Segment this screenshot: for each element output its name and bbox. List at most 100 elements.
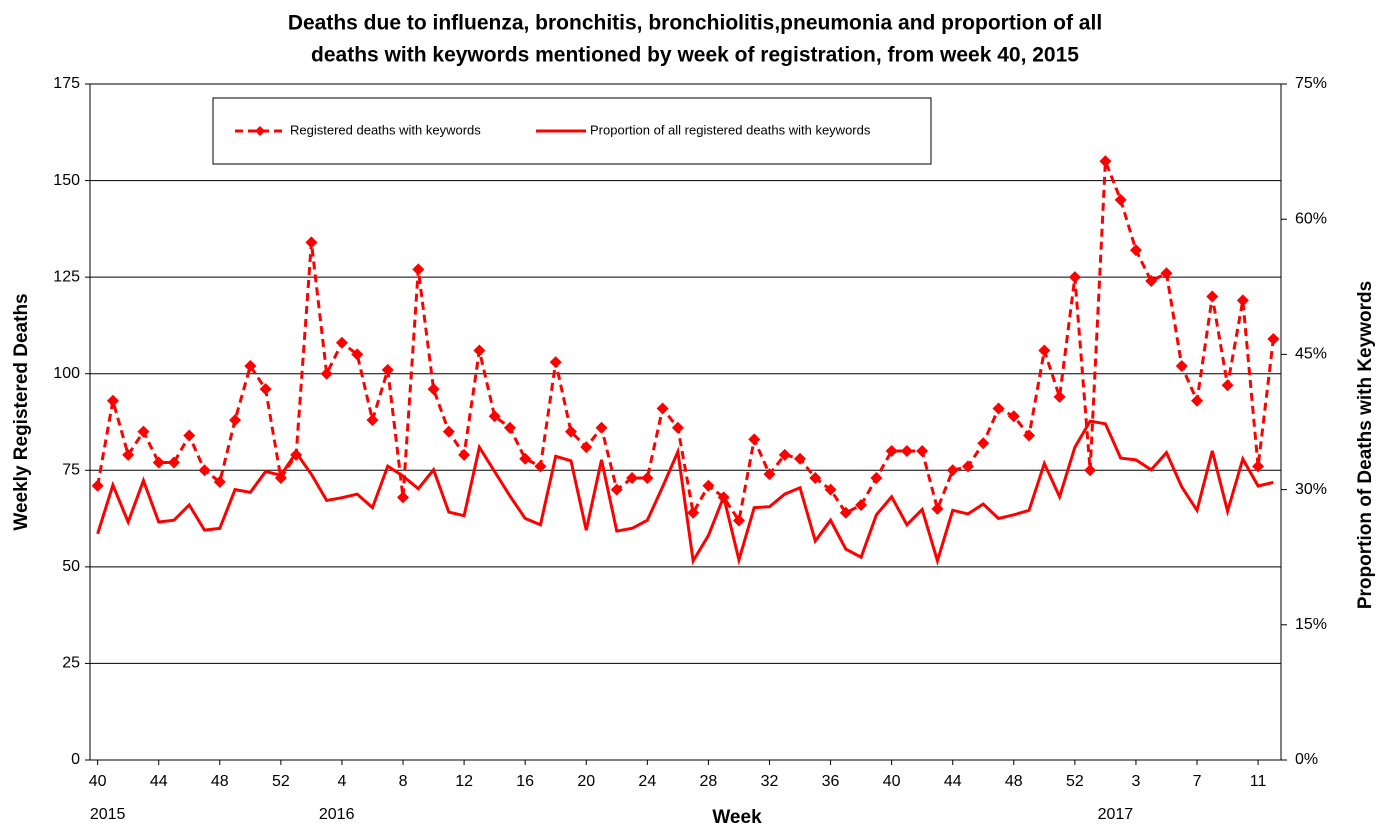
point xyxy=(106,394,119,407)
y2-tick-label: 0% xyxy=(1295,751,1318,768)
point xyxy=(610,483,623,496)
y-tick-label: 75 xyxy=(62,462,80,479)
point xyxy=(580,441,593,454)
y-tick-label: 125 xyxy=(53,268,80,285)
point xyxy=(946,464,959,477)
point xyxy=(503,421,516,434)
point xyxy=(397,491,410,504)
x-tick-label: 48 xyxy=(211,773,229,790)
x-tick-label: 24 xyxy=(638,773,656,790)
x-tick-label: 8 xyxy=(399,773,408,790)
point xyxy=(137,425,150,438)
point xyxy=(213,475,226,488)
point xyxy=(564,425,577,438)
point xyxy=(259,383,272,396)
point xyxy=(687,506,700,519)
point xyxy=(534,460,547,473)
point xyxy=(152,456,165,469)
point xyxy=(885,444,898,457)
x-tick-label: 28 xyxy=(700,773,718,790)
x-group-label: 2017 xyxy=(1098,806,1134,823)
point xyxy=(305,236,318,249)
y-tick-label: 25 xyxy=(62,655,80,672)
x-tick-label: 52 xyxy=(272,773,290,790)
point xyxy=(824,483,837,496)
x-tick-label: 32 xyxy=(761,773,779,790)
point xyxy=(1145,275,1158,288)
point xyxy=(961,460,974,473)
point xyxy=(1023,429,1036,442)
point xyxy=(1007,410,1020,423)
point xyxy=(427,383,440,396)
y-tick-label: 50 xyxy=(62,558,80,575)
point xyxy=(900,444,913,457)
point xyxy=(1206,290,1219,303)
x-tick-label: 7 xyxy=(1193,773,1202,790)
point xyxy=(167,456,180,469)
point xyxy=(381,363,394,376)
point xyxy=(1099,155,1112,168)
point xyxy=(1084,464,1097,477)
point xyxy=(366,414,379,427)
point xyxy=(931,502,944,515)
point xyxy=(442,425,455,438)
y-tick-label: 175 xyxy=(53,75,80,92)
point xyxy=(183,429,196,442)
x-tick-label: 36 xyxy=(822,773,840,790)
point xyxy=(229,414,242,427)
point xyxy=(870,472,883,485)
point xyxy=(320,367,333,380)
point xyxy=(519,452,532,465)
chart-title: Deaths due to influenza, bronchitis, bro… xyxy=(288,12,1102,35)
point xyxy=(335,336,348,349)
y2-tick-label: 75% xyxy=(1295,75,1327,92)
series-line xyxy=(96,419,1274,567)
point xyxy=(626,472,639,485)
series-line xyxy=(96,160,1275,525)
x-axis-title: Week xyxy=(712,807,762,827)
x-tick-label: 16 xyxy=(516,773,534,790)
legend-label: Proportion of all registered deaths with… xyxy=(590,122,871,137)
legend-label: Registered deaths with keywords xyxy=(290,122,481,137)
point xyxy=(1068,271,1081,284)
y2-tick-label: 45% xyxy=(1295,346,1327,363)
point xyxy=(977,437,990,450)
point xyxy=(473,344,486,357)
point xyxy=(1160,267,1173,280)
point xyxy=(549,356,562,369)
point xyxy=(458,448,471,461)
point xyxy=(671,421,684,434)
point xyxy=(656,402,669,415)
y-tick-label: 0 xyxy=(71,751,80,768)
y2-axis-title: Proportion of Deaths with Keywords xyxy=(1355,281,1376,609)
point xyxy=(992,402,1005,415)
point xyxy=(778,448,791,461)
point xyxy=(855,499,868,512)
legend-marker xyxy=(255,126,265,136)
point xyxy=(488,410,501,423)
y-axis-title: Weekly Registered Deaths xyxy=(11,293,32,530)
point xyxy=(1038,344,1051,357)
x-tick-label: 20 xyxy=(577,773,595,790)
point xyxy=(732,514,745,527)
point xyxy=(1221,379,1234,392)
point xyxy=(1236,294,1249,307)
point xyxy=(1191,394,1204,407)
y-tick-label: 150 xyxy=(53,172,80,189)
point xyxy=(91,479,104,492)
x-tick-label: 44 xyxy=(944,773,962,790)
x-group-label: 2015 xyxy=(90,806,126,823)
x-tick-label: 40 xyxy=(89,773,107,790)
point xyxy=(244,359,257,372)
y2-tick-label: 60% xyxy=(1295,210,1327,227)
point xyxy=(351,348,364,361)
point xyxy=(412,263,425,276)
x-tick-label: 48 xyxy=(1005,773,1023,790)
point xyxy=(839,506,852,519)
point xyxy=(122,448,135,461)
chart-title: deaths with keywords mentioned by week o… xyxy=(311,44,1079,67)
point xyxy=(1175,359,1188,372)
y2-tick-label: 15% xyxy=(1295,616,1327,633)
point xyxy=(748,433,761,446)
